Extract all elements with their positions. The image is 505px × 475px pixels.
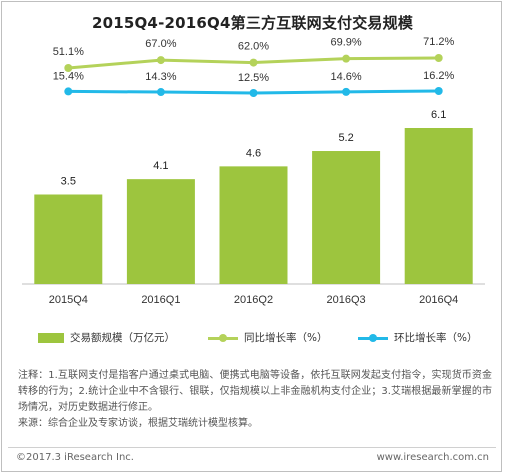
qoq-label-2015Q4: 15.4% [53,70,84,82]
x-tick-label-2016Q3: 2016Q3 [327,294,366,306]
qoq-label-2016Q4: 16.2% [423,70,454,82]
bar-label-2016Q1: 4.1 [153,160,168,172]
legend-item-qoq: 环比增长率（%） [358,330,477,345]
legend-label-qoq: 环比增长率（%） [394,332,478,344]
source-text: 来源：综合企业及专家访谈，根据艾瑞统计模型核算。 [18,418,258,429]
qoq-point-2016Q2 [249,89,258,97]
legend-swatch-volume [38,332,64,343]
bar-label-2016Q3: 5.2 [338,132,353,144]
chart-plot: 3.5 2015Q4 4.1 2016Q1 4.6 2016Q2 5.2 2016Q3 6.1 2… [22,36,485,306]
legend-item-volume: 交易额规模（万亿元） [38,330,175,345]
legend-swatch-qoq [358,333,388,343]
yoy-point-2016Q1 [156,56,165,65]
bar-2016Q2 [219,166,288,284]
bar-label-2015Q4: 3.5 [61,175,76,187]
yoy-label-2016Q1: 67.0% [145,38,176,50]
bar-2016Q1 [126,179,195,284]
bar-2016Q4 [404,128,473,284]
yoy-label-2015Q4: 51.1% [53,46,84,58]
yoy-label-2016Q4: 71.2% [423,36,454,48]
footer-divider [8,447,496,448]
footer-website: www.iresearch.com.cn [376,452,489,463]
chart-title: 2015Q4-2016Q4第三方互联网支付交易规模 [91,14,414,32]
yoy-point-2016Q2 [249,58,258,67]
yoy-point-2016Q3 [342,54,351,63]
qoq-point-2016Q4 [434,87,443,95]
yoy-label-2016Q2: 62.0% [238,41,269,53]
note-text: 注释：1.互联网支付是指客户通过桌式电脑、便携式电脑等设备，依托互联网发起支付指… [18,370,492,413]
qoq-label-2016Q2: 12.5% [238,72,269,84]
legend-swatch-yoy [208,333,238,343]
chart-notes: 注释：1.互联网支付是指客户通过桌式电脑、便携式电脑等设备，依托互联网发起支付指… [18,368,492,432]
chart-legend: 交易额规模（万亿元） 同比增长率（%） 环比增长率（%） [38,330,498,348]
qoq-label-2016Q1: 14.3% [145,71,176,83]
qoq-point-2016Q1 [156,88,165,97]
footer-copyright: ©2017.3 iResearch Inc. [16,452,134,463]
legend-label-yoy: 同比增长率（%） [244,332,328,344]
bar-2015Q4 [34,194,103,284]
bar-label-2016Q2: 4.6 [246,147,261,159]
yoy-point-2015Q4 [64,64,73,72]
x-tick-label-2015Q4: 2015Q4 [49,294,88,306]
x-tick-label-2016Q1: 2016Q1 [141,294,180,306]
qoq-point-2015Q4 [64,87,73,96]
qoq-point-2016Q3 [342,87,351,96]
bar-label-2016Q4: 6.1 [431,109,446,121]
legend-label-volume: 交易额规模（万亿元） [70,332,175,344]
qoq-label-2016Q3: 14.6% [330,71,361,83]
yoy-label-2016Q3: 69.9% [330,37,361,49]
x-tick-label-2016Q4: 2016Q4 [419,294,458,306]
x-tick-label-2016Q2: 2016Q2 [234,294,273,306]
bar-2016Q3 [312,151,381,284]
yoy-point-2016Q4 [434,54,443,62]
legend-item-yoy: 同比增长率（%） [208,330,327,345]
